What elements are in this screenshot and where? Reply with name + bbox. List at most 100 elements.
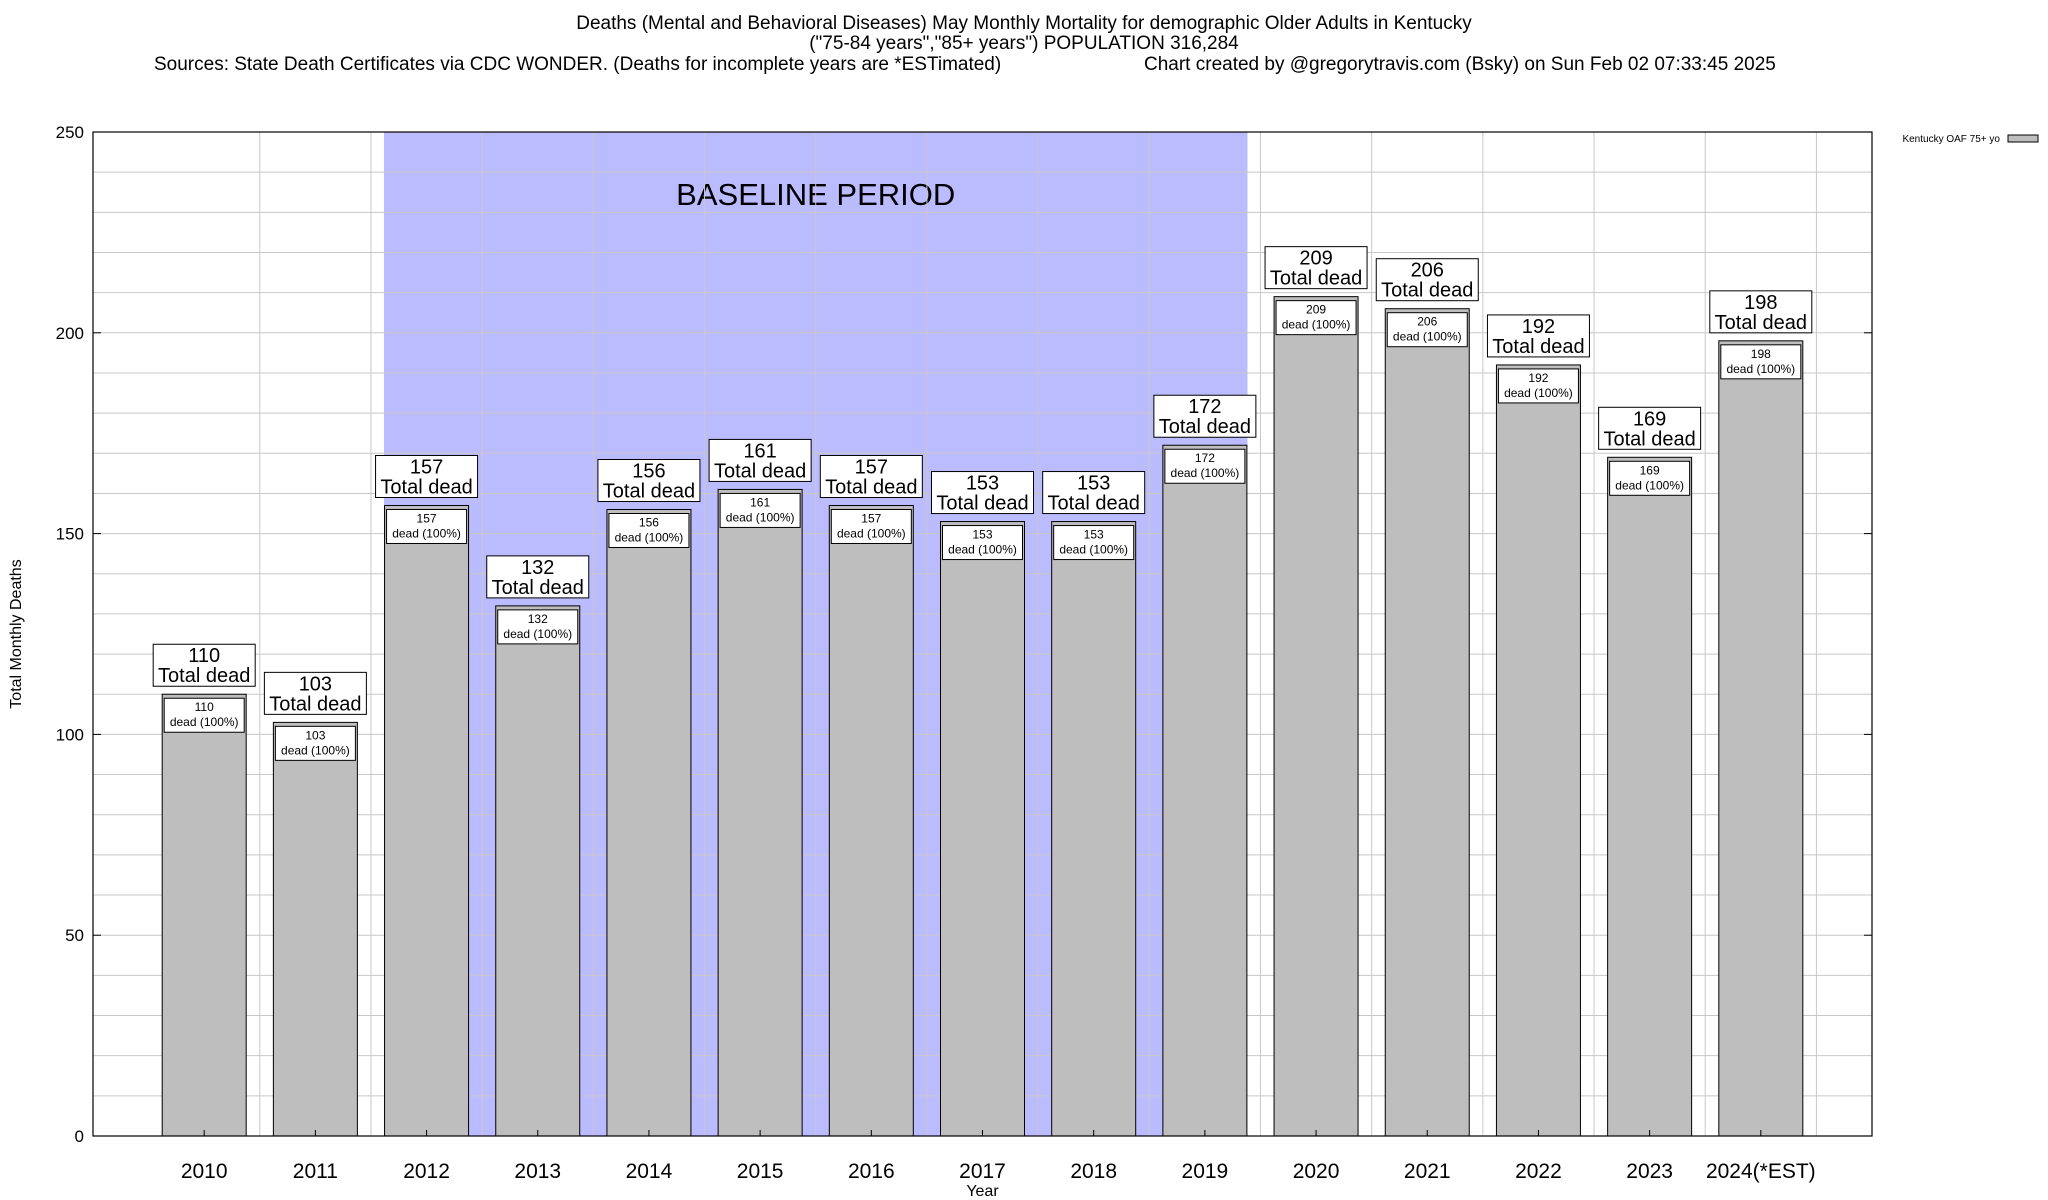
bar-inner-suffix-label: dead (100%) bbox=[503, 627, 572, 641]
bar-total-value-label: 153 bbox=[966, 473, 999, 495]
x-tick-label: 2014 bbox=[626, 1160, 673, 1183]
bar-total-suffix-label: Total dead bbox=[936, 493, 1028, 515]
bar bbox=[828, 504, 914, 1137]
bar-total-value-label: 169 bbox=[1633, 408, 1666, 430]
bar-inner-label-box bbox=[1497, 368, 1579, 404]
x-tick-label: 2019 bbox=[1182, 1160, 1229, 1183]
bar bbox=[1495, 364, 1581, 1137]
bar-total-label-box bbox=[597, 459, 701, 503]
bar-total-value-label: 157 bbox=[855, 456, 888, 478]
x-tick-label: 2013 bbox=[514, 1160, 561, 1183]
bar-inner-label-box bbox=[274, 725, 356, 761]
bar-inner-value-label: 198 bbox=[1751, 347, 1771, 361]
bar bbox=[1051, 521, 1137, 1137]
bar-total-value-label: 206 bbox=[1411, 260, 1444, 282]
x-tick-label: 2022 bbox=[1515, 1160, 1562, 1183]
bar-inner-value-label: 206 bbox=[1417, 315, 1437, 329]
bar-total-suffix-label: Total dead bbox=[1159, 416, 1251, 438]
bar-inner-suffix-label: dead (100%) bbox=[1282, 318, 1351, 332]
bar-total-value-label: 198 bbox=[1744, 292, 1777, 314]
bar-total-label-box bbox=[1042, 471, 1146, 515]
bar-total-suffix-label: Total dead bbox=[269, 693, 361, 715]
bar-total-value-label: 157 bbox=[410, 456, 443, 478]
bar bbox=[1384, 308, 1470, 1137]
y-tick-label: 200 bbox=[56, 324, 84, 343]
bar-total-suffix-label: Total dead bbox=[1381, 280, 1473, 302]
bar-inner-label-box bbox=[1164, 448, 1246, 484]
bar-total-label-box bbox=[1264, 246, 1368, 290]
bar-total-suffix-label: Total dead bbox=[825, 476, 917, 498]
bar bbox=[1162, 444, 1248, 1137]
bar-total-label-box bbox=[152, 643, 256, 687]
bar bbox=[1718, 340, 1804, 1137]
bar-inner-label-box bbox=[719, 492, 801, 528]
bar-total-suffix-label: Total dead bbox=[158, 665, 250, 687]
y-tick-label: 50 bbox=[65, 926, 84, 945]
bar-total-value-label: 103 bbox=[299, 673, 332, 695]
bar-inner-suffix-label: dead (100%) bbox=[1726, 362, 1795, 376]
bar bbox=[717, 488, 803, 1137]
bar-inner-value-label: 169 bbox=[1640, 463, 1660, 477]
legend-swatch bbox=[2007, 134, 2039, 143]
bar-total-value-label: 172 bbox=[1188, 396, 1221, 418]
bar-inner-suffix-label: dead (100%) bbox=[170, 715, 239, 729]
bar-inner-value-label: 132 bbox=[528, 612, 548, 626]
bar-inner-value-label: 161 bbox=[750, 495, 770, 509]
bar-inner-value-label: 103 bbox=[305, 728, 325, 742]
bar-total-label-box bbox=[1486, 314, 1590, 358]
bar-total-label-box bbox=[819, 454, 923, 498]
bar bbox=[161, 693, 247, 1137]
bar-inner-suffix-label: dead (100%) bbox=[726, 510, 795, 524]
bar bbox=[1273, 296, 1359, 1137]
y-tick-label: 250 bbox=[56, 123, 84, 142]
bar-inner-label-box bbox=[1275, 300, 1357, 336]
bar bbox=[495, 605, 581, 1137]
bar-inner-suffix-label: dead (100%) bbox=[1059, 543, 1128, 557]
bar-inner-label-box bbox=[1386, 312, 1468, 348]
bar-total-suffix-label: Total dead bbox=[1492, 336, 1584, 358]
bar-total-value-label: 192 bbox=[1522, 316, 1555, 338]
bar-inner-suffix-label: dead (100%) bbox=[1393, 330, 1462, 344]
bar-total-label-box bbox=[1153, 394, 1257, 438]
x-tick-label: 2016 bbox=[848, 1160, 895, 1183]
bar-inner-value-label: 153 bbox=[972, 528, 992, 542]
bar-inner-value-label: 153 bbox=[1084, 528, 1104, 542]
bar-inner-suffix-label: dead (100%) bbox=[281, 743, 350, 757]
bar-total-label-box bbox=[1375, 258, 1479, 302]
x-tick-label: 2018 bbox=[1070, 1160, 1117, 1183]
bar-inner-suffix-label: dead (100%) bbox=[1504, 386, 1573, 400]
bar-inner-value-label: 156 bbox=[639, 516, 659, 530]
bar-total-label-box bbox=[708, 438, 812, 482]
bar-inner-suffix-label: dead (100%) bbox=[392, 526, 461, 540]
bar-inner-label-box bbox=[1609, 460, 1691, 496]
bar bbox=[384, 504, 470, 1137]
y-axis-title: Total Monthly Deaths bbox=[8, 559, 25, 708]
bar-inner-label-box bbox=[1720, 344, 1802, 380]
y-tick-label: 0 bbox=[75, 1127, 84, 1146]
bar-total-suffix-label: Total dead bbox=[492, 577, 584, 599]
bar-inner-label-box bbox=[386, 508, 468, 544]
bar bbox=[940, 521, 1025, 1137]
bar-inner-label-box bbox=[163, 697, 245, 733]
bar-inner-label-box bbox=[608, 513, 690, 549]
bar-inner-label-box bbox=[942, 525, 1023, 561]
bar-inner-value-label: 209 bbox=[1306, 303, 1326, 317]
bar-total-value-label: 132 bbox=[521, 557, 554, 579]
bar-total-suffix-label: Total dead bbox=[380, 476, 472, 498]
x-tick-label: 2010 bbox=[181, 1160, 228, 1183]
sources-text: Sources: State Death Certificates via CD… bbox=[154, 54, 1002, 75]
bar-total-label-box bbox=[1598, 406, 1702, 450]
x-tick-label: 2021 bbox=[1404, 1160, 1451, 1183]
bar-total-value-label: 156 bbox=[632, 461, 665, 483]
